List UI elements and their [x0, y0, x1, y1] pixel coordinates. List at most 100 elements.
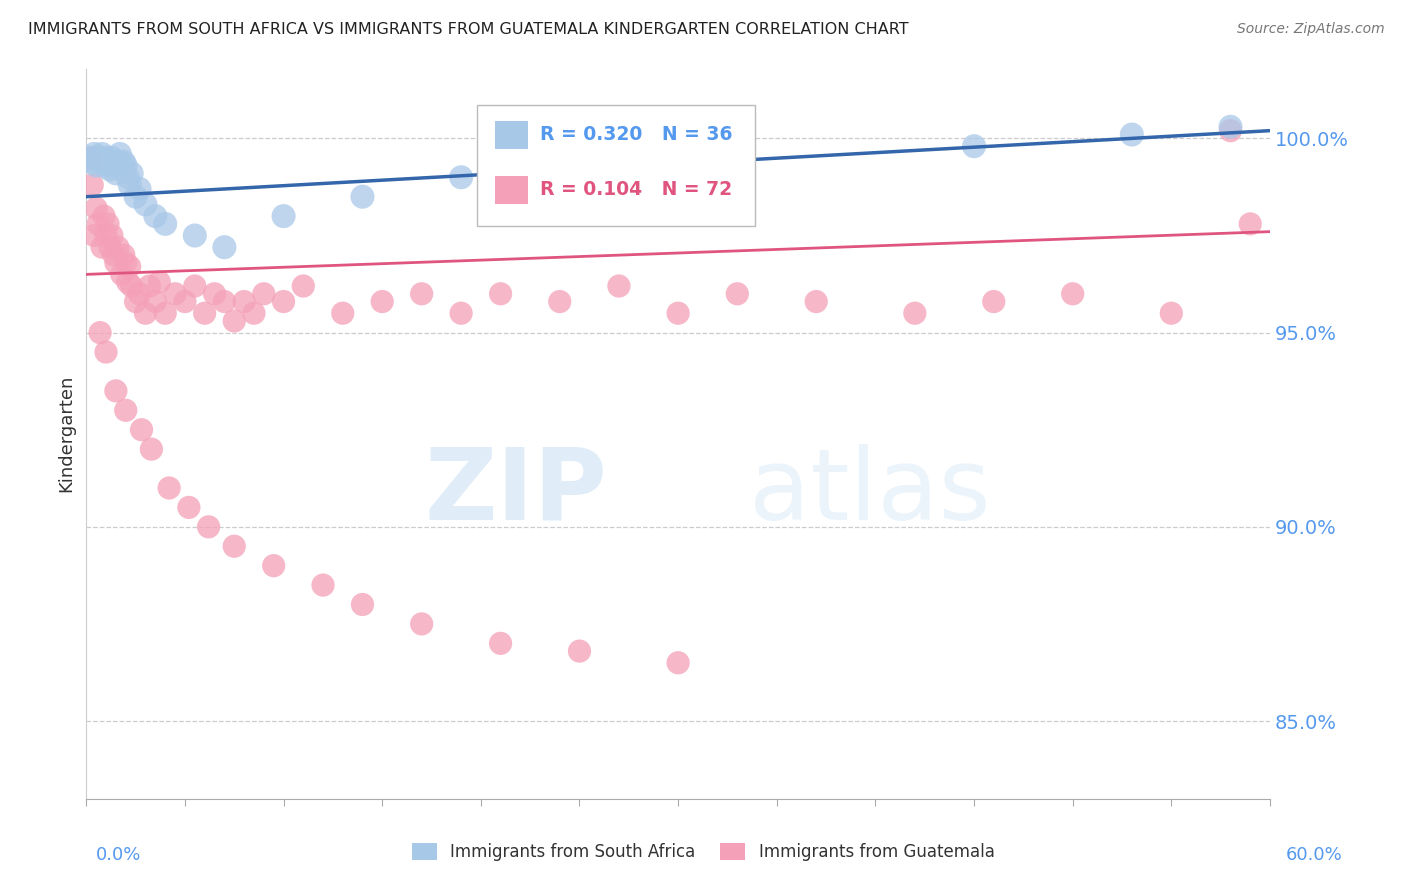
Point — [214, 294, 236, 309]
Point — [141, 442, 163, 457]
Point — [352, 190, 374, 204]
Point — [107, 240, 129, 254]
Point — [101, 228, 124, 243]
Point — [138, 279, 160, 293]
Point — [184, 279, 207, 293]
Point — [93, 209, 115, 223]
Point — [124, 294, 146, 309]
Text: atlas: atlas — [749, 443, 991, 541]
Point — [97, 217, 120, 231]
Point — [79, 151, 101, 165]
Point — [177, 500, 200, 515]
Point — [568, 644, 591, 658]
Point — [94, 345, 117, 359]
Point — [118, 178, 141, 192]
Point — [94, 151, 117, 165]
Point — [153, 306, 176, 320]
Point — [153, 217, 176, 231]
Point — [104, 166, 127, 180]
Point — [1239, 217, 1261, 231]
Text: R = 0.104   N = 72: R = 0.104 N = 72 — [540, 180, 731, 199]
Text: IMMIGRANTS FROM SOUTH AFRICA VS IMMIGRANTS FROM GUATEMALA KINDERGARTEN CORRELATI: IMMIGRANTS FROM SOUTH AFRICA VS IMMIGRAN… — [28, 22, 908, 37]
Point — [963, 139, 986, 153]
Point — [91, 240, 114, 254]
Point — [87, 151, 110, 165]
Point — [82, 178, 104, 192]
Point — [1219, 123, 1241, 137]
Point — [87, 217, 110, 231]
Point — [131, 423, 153, 437]
Point — [243, 306, 266, 320]
Point — [107, 154, 129, 169]
Point — [1062, 286, 1084, 301]
Point — [666, 656, 689, 670]
Point — [273, 209, 295, 223]
Point — [101, 151, 124, 165]
Point — [79, 151, 101, 165]
Point — [93, 159, 115, 173]
Bar — [495, 121, 527, 149]
Point — [548, 294, 571, 309]
Bar — [495, 176, 527, 203]
Point — [666, 306, 689, 320]
Point — [607, 279, 630, 293]
Point — [411, 616, 433, 631]
Point — [121, 279, 143, 293]
Text: 0.0%: 0.0% — [96, 846, 141, 863]
Y-axis label: Kindergarten: Kindergarten — [58, 375, 75, 492]
Point — [134, 306, 156, 320]
Point — [157, 481, 180, 495]
Point — [94, 228, 117, 243]
Point — [983, 294, 1005, 309]
Point — [233, 294, 256, 309]
Point — [224, 314, 246, 328]
Point — [98, 162, 121, 177]
Point — [1121, 128, 1143, 142]
Point — [148, 275, 170, 289]
Point — [128, 286, 150, 301]
Point — [114, 159, 136, 173]
Point — [124, 190, 146, 204]
Point — [143, 209, 166, 223]
Point — [83, 147, 105, 161]
Point — [224, 539, 246, 553]
Text: ZIP: ZIP — [425, 443, 607, 541]
FancyBboxPatch shape — [477, 105, 755, 226]
Point — [84, 159, 107, 173]
Point — [194, 306, 217, 320]
Point — [204, 286, 226, 301]
Point — [489, 286, 512, 301]
Point — [263, 558, 285, 573]
Point — [89, 326, 111, 340]
Point — [128, 182, 150, 196]
Legend: Immigrants from South Africa, Immigrants from Guatemala: Immigrants from South Africa, Immigrants… — [405, 836, 1001, 868]
Point — [174, 294, 197, 309]
Point — [89, 154, 111, 169]
Point — [725, 286, 748, 301]
Point — [214, 240, 236, 254]
Point — [108, 147, 131, 161]
Point — [1219, 120, 1241, 134]
Point — [103, 248, 125, 262]
Point — [91, 147, 114, 161]
Point — [134, 197, 156, 211]
Point — [904, 306, 927, 320]
Point — [411, 286, 433, 301]
Point — [112, 248, 135, 262]
Point — [84, 202, 107, 216]
Point — [1160, 306, 1182, 320]
Point — [292, 279, 315, 293]
Text: Source: ZipAtlas.com: Source: ZipAtlas.com — [1237, 22, 1385, 37]
Point — [103, 159, 125, 173]
Point — [197, 520, 219, 534]
Point — [371, 294, 394, 309]
Point — [117, 170, 139, 185]
Point — [686, 151, 709, 165]
Point — [352, 598, 374, 612]
Point — [114, 256, 136, 270]
Point — [450, 170, 472, 185]
Point — [489, 636, 512, 650]
Point — [273, 294, 295, 309]
Point — [450, 306, 472, 320]
Point — [111, 268, 134, 282]
